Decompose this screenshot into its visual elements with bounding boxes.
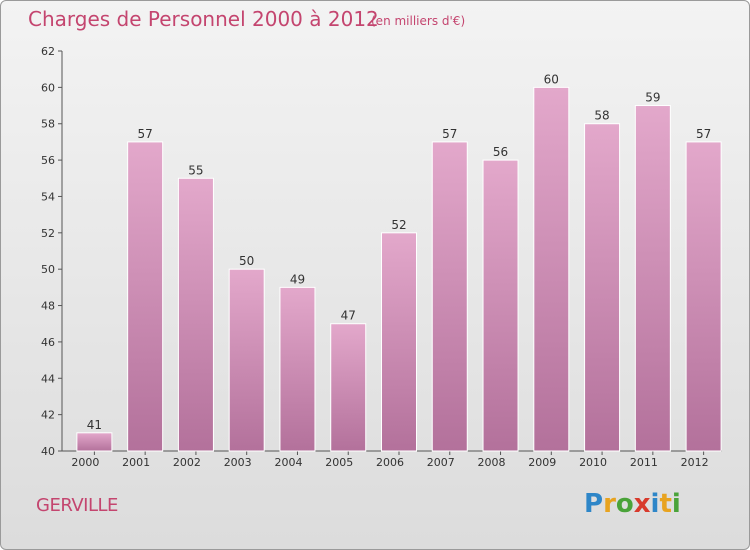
y-tick-label: 60 <box>41 81 55 94</box>
x-tick-label: 2003 <box>224 456 252 469</box>
data-label: 49 <box>290 272 305 286</box>
chart-labels: 2000 41 2001 57 2002 55 2003 50 2004 49 2005 47 2006… <box>71 72 711 469</box>
logo-letter: i <box>650 489 660 519</box>
bar-2000 <box>76 432 113 452</box>
y-tick-label: 48 <box>41 300 55 313</box>
bar-2001 <box>127 141 164 452</box>
bar-2009 <box>533 86 570 452</box>
x-tick-label: 2000 <box>71 456 99 469</box>
y-tick-label: 62 <box>41 45 55 58</box>
data-label: 60 <box>544 72 559 86</box>
y-tick-label: 46 <box>41 336 55 349</box>
y-tick-label: 58 <box>41 118 55 131</box>
data-label: 57 <box>138 127 153 141</box>
x-tick-label: 2009 <box>528 456 556 469</box>
y-tick-label: 42 <box>41 409 55 422</box>
bar-2003 <box>228 268 265 452</box>
bar-2010 <box>584 123 621 452</box>
logo-letter: x <box>633 489 651 519</box>
chart-title: Charges de Personnel 2000 à 2012 <box>28 7 379 31</box>
proxiti-logo: Proxiti <box>584 489 681 519</box>
x-tick-label: 2002 <box>173 456 201 469</box>
data-label: 50 <box>239 254 254 268</box>
x-tick-label: 2011 <box>630 456 658 469</box>
y-tick-label: 44 <box>41 372 55 385</box>
logo-letter: P <box>584 489 604 519</box>
logo-letter: t <box>659 489 672 519</box>
x-tick-label: 2004 <box>274 456 302 469</box>
logo-letter: r <box>603 489 616 519</box>
y-tick-label: 50 <box>41 263 55 276</box>
bar-2012 <box>685 141 722 452</box>
y-tick-label: 52 <box>41 227 55 240</box>
x-tick-label: 2012 <box>681 456 709 469</box>
data-label: 47 <box>341 309 356 323</box>
bar-2011 <box>634 105 671 452</box>
x-tick-label: 2010 <box>579 456 607 469</box>
data-label: 57 <box>442 127 457 141</box>
data-label: 57 <box>696 127 711 141</box>
data-label: 52 <box>391 218 406 232</box>
x-tick-label: 2007 <box>427 456 455 469</box>
bar-2008 <box>482 159 519 452</box>
data-label: 58 <box>594 109 609 123</box>
data-label: 56 <box>493 145 508 159</box>
bar-2005 <box>330 323 367 452</box>
chart-axes: 40 42 44 46 48 50 52 54 56 58 60 62 <box>41 45 722 458</box>
data-label: 55 <box>188 163 203 177</box>
bar-2002 <box>177 177 214 452</box>
x-tick-label: 2005 <box>325 456 353 469</box>
y-tick-label: 56 <box>41 154 55 167</box>
y-tick-label: 54 <box>41 190 55 203</box>
logo-letter: o <box>615 489 634 519</box>
bar-2004 <box>279 286 316 452</box>
x-tick-label: 2008 <box>478 456 506 469</box>
chart-bars <box>76 86 722 452</box>
x-tick-label: 2006 <box>376 456 404 469</box>
bar-2007 <box>431 141 468 452</box>
x-tick-label: 2001 <box>122 456 150 469</box>
bar-2006 <box>381 232 417 452</box>
commune-name: GERVILLE <box>36 495 118 516</box>
data-label: 41 <box>87 418 102 432</box>
data-label: 59 <box>645 91 660 105</box>
y-tick-label: 40 <box>41 445 55 458</box>
chart-subtitle: (en milliers d'€) <box>371 14 466 28</box>
logo-letter: i <box>671 489 681 519</box>
